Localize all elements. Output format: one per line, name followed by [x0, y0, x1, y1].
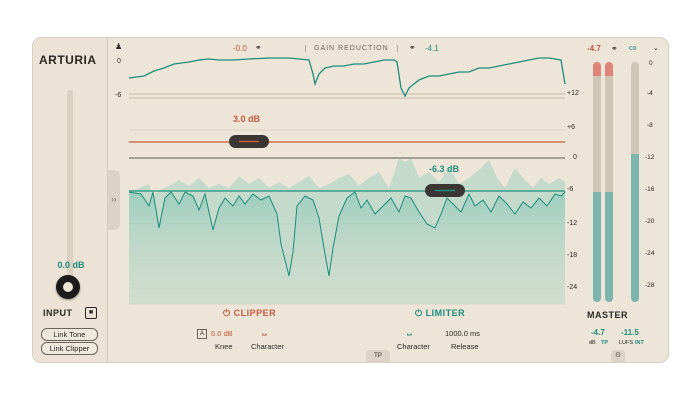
gr-axis-0: 0: [117, 58, 121, 65]
scale-16: -16: [645, 186, 655, 193]
headphones-icon[interactable]: ⚭: [255, 43, 262, 52]
gr-right-value: -4.1: [425, 44, 439, 53]
meter-right: [605, 62, 613, 302]
scale-20: -20: [645, 218, 655, 225]
clipper-section-title[interactable]: ⏻ CLIPPER: [223, 308, 277, 318]
input-panel: ARTURIA 0.0 dB INPUT ■ Link Tone Link Cl…: [33, 38, 108, 362]
master-label: MASTER: [587, 310, 628, 320]
axis-minus6: -6: [567, 186, 574, 193]
clipper-character-label: Character: [251, 342, 284, 351]
person-icon[interactable]: ♟: [115, 42, 123, 51]
knee-value[interactable]: 6.0 dB: [211, 329, 233, 338]
clipper-character-icon[interactable]: ⎵: [262, 322, 267, 336]
output-waveform-line: [129, 191, 566, 277]
meter-lufs: [631, 62, 639, 302]
axis-minus24: -24: [567, 284, 578, 291]
gr-axis-6: -6: [115, 92, 122, 99]
limiter-character-label: Character: [397, 342, 430, 351]
axis-plus12: +12: [567, 90, 579, 97]
headphones-icon[interactable]: ⚭: [611, 44, 618, 53]
chevron-down-icon[interactable]: ⌄: [653, 45, 659, 52]
master-peak-top: -4.7: [587, 44, 601, 53]
lufs-unit: LUFS: [619, 340, 634, 346]
scale-0: 0: [649, 60, 653, 67]
release-label: Release: [451, 342, 479, 351]
brand-logo: ARTURIA: [39, 53, 97, 67]
input-knob[interactable]: [56, 275, 80, 299]
gain-reduction-curve: [129, 57, 566, 98]
limiter-section-title[interactable]: ⏻ LIMITER: [415, 308, 466, 318]
input-label: INPUT: [43, 308, 73, 318]
scale-12: -12: [645, 154, 655, 161]
input-slider-track[interactable]: [67, 90, 73, 300]
scale-28: -28: [645, 282, 655, 289]
master-meters: -4.7 ⚭ co ⌄ 0 -4 -8 -12 -16 -20 -24 -28 …: [581, 38, 668, 362]
limiter-character-icon[interactable]: ⎵: [407, 322, 412, 336]
knee-auto-badge[interactable]: A: [197, 329, 207, 339]
gr-left-value: -0.0: [233, 44, 247, 53]
headphones-icon[interactable]: ⚭: [409, 43, 416, 52]
collapse-panel-handle[interactable]: ››: [108, 170, 120, 230]
gain-reduction-bar: ♟ -0.0 ⚭ GAIN REDUCTION ⚭ -4.1: [115, 38, 569, 60]
waveform-graph[interactable]: [129, 38, 569, 362]
knee-label: Knee: [215, 342, 233, 351]
scale-24: -24: [645, 250, 655, 257]
main-display: ♟ -0.0 ⚭ GAIN REDUCTION ⚭ -4.1 0 -6: [115, 38, 579, 362]
axis-plus6: +6: [567, 124, 575, 131]
input-value: 0.0 dB: [57, 260, 85, 270]
meter-left: [593, 62, 601, 302]
output-waveform-area: [129, 192, 565, 304]
clipper-threshold-value: 3.0 dB: [233, 114, 261, 124]
gear-icon[interactable]: ⚙: [611, 350, 625, 362]
scale-4: -4: [647, 90, 653, 97]
limiter-label: LIMITER: [425, 308, 466, 318]
lufs-unit-int: INT: [635, 340, 644, 346]
link-tone-button[interactable]: Link Tone: [41, 328, 98, 341]
limiter-threshold-value: -6.3 dB: [429, 164, 460, 174]
gain-reduction-title: GAIN REDUCTION: [305, 45, 398, 52]
peak-value: -4.7: [591, 328, 605, 337]
axis-minus12: -12: [567, 220, 578, 227]
lock-icon[interactable]: ■: [85, 307, 97, 319]
release-value[interactable]: 1000.0 ms: [445, 329, 481, 338]
scale-8: -8: [647, 122, 653, 129]
lufs-value: -11.5: [621, 328, 639, 337]
link-clipper-button[interactable]: Link Clipper: [41, 342, 98, 355]
axis-minus18: -18: [567, 252, 578, 259]
link-icon[interactable]: co: [629, 45, 637, 52]
peak-unit-db: dB: [589, 340, 596, 346]
peak-unit-tp: TP: [601, 340, 609, 346]
axis-zero: 0: [573, 154, 577, 161]
plugin-window: ARTURIA 0.0 dB INPUT ■ Link Tone Link Cl…: [33, 38, 668, 362]
clipper-label: CLIPPER: [233, 308, 277, 318]
tp-button[interactable]: TP: [366, 350, 390, 362]
